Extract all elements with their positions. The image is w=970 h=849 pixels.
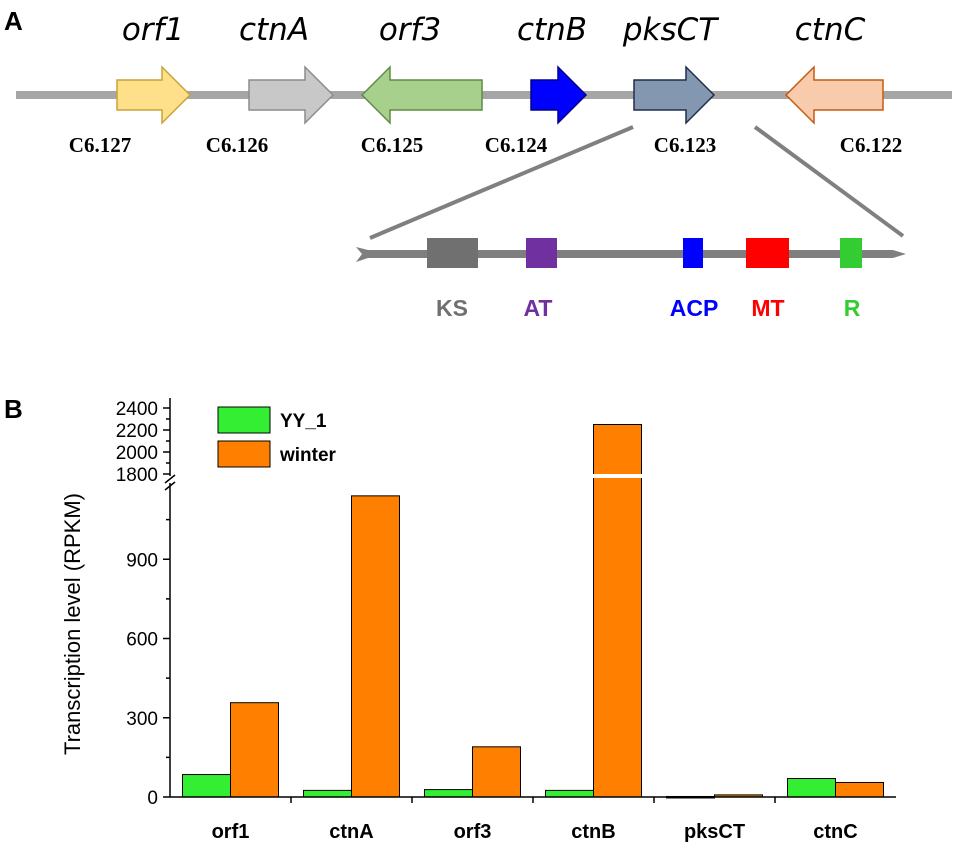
domain-box-acp <box>683 238 703 268</box>
x-tick-label-ctnC: ctnC <box>813 821 857 843</box>
axis-break-mark <box>164 481 176 491</box>
gene-locus-ctnA: C6.126 <box>206 133 268 157</box>
x-tick-label-orf1: orf1 <box>212 821 250 843</box>
x-tick-label-orf3: orf3 <box>454 821 492 843</box>
y-tick-label: 300 <box>126 709 158 730</box>
domain-label-at: AT <box>524 295 553 321</box>
gene-locus-ctnC: C6.122 <box>840 133 902 157</box>
panel-a-label: A <box>4 6 23 36</box>
zoom-line-right <box>753 125 905 238</box>
legend-label-yy-1: YY_1 <box>280 411 327 432</box>
y-tick-label: 2200 <box>116 421 158 442</box>
bar-winter-ctnA <box>351 495 400 798</box>
zoom-line-left <box>369 125 634 240</box>
y-tick-label: 2000 <box>116 443 158 464</box>
genome-backbone <box>16 91 952 99</box>
domain-label-r: R <box>844 295 861 321</box>
gene-name-ctnB: ctnB <box>517 12 587 48</box>
x-tick-label-pksCT: pksCT <box>684 821 745 843</box>
axis-break-mark <box>164 474 176 484</box>
x-tick-label-ctnA: ctnA <box>329 821 373 843</box>
x-tick-label-ctnB: ctnB <box>571 821 615 843</box>
domain-box-r <box>840 238 862 268</box>
gene-name-ctnC: ctnC <box>795 12 866 48</box>
legend-label-winter: winter <box>279 445 337 466</box>
gene-locus-ctnB: C6.124 <box>485 133 548 157</box>
bar-winter-orf3 <box>472 746 521 798</box>
gene-locus-orf3: C6.125 <box>361 133 423 157</box>
legend-swatch-winter <box>217 440 271 468</box>
domain-box-mt <box>746 238 789 268</box>
gene-name-ctnA: ctnA <box>239 12 309 48</box>
gene-arrow-orf1 <box>116 65 192 125</box>
domain-label-mt: MT <box>751 295 784 321</box>
gene-arrow-ctnA <box>248 65 335 125</box>
bar-yy-1-ctnB <box>545 789 594 798</box>
bar-break-gap <box>592 474 643 478</box>
panel-a: A orf1 C6.127 ctnA C6.126 orf3 C6.125 ctnB C6.1… <box>4 6 952 321</box>
gene-cluster: orf1 C6.127 ctnA C6.126 orf3 C6.125 ctnB C6.124… <box>69 12 902 157</box>
y-tick-label: 1800 <box>116 465 158 486</box>
gene-locus-pksCT: C6.123 <box>654 133 716 157</box>
gene-arrow-pksCT <box>633 65 716 125</box>
bar-yy-1-orf3 <box>424 789 473 798</box>
gene-name-orf3: orf3 <box>379 12 441 48</box>
bar-yy-1-ctnA <box>303 789 352 798</box>
gene-arrow-ctnC <box>784 65 884 125</box>
bar-series: orf1 ctnA orf3 ctnB pksCT ctnC <box>182 424 884 843</box>
y-axis-title: Transcription level (RPKM) <box>60 493 85 755</box>
gene-locus-orf1: C6.127 <box>69 133 131 157</box>
domain-label-acp: ACP <box>670 295 719 321</box>
domain-label-ks: KS <box>436 295 468 321</box>
y-tick-label: 600 <box>126 630 158 651</box>
bar-winter-ctnC <box>835 781 884 798</box>
panel-b-label: B <box>4 394 23 424</box>
bar-winter-orf1 <box>230 702 279 798</box>
gene-arrow-orf3 <box>360 65 483 125</box>
bar-yy-1-orf1 <box>182 774 231 798</box>
gene-arrow-ctnB <box>530 65 588 125</box>
domain-box-at <box>526 238 557 268</box>
domain-box-ks <box>427 238 478 268</box>
gene-name-orf1: orf1 <box>122 12 184 48</box>
bar-yy-1-ctnC <box>787 778 836 798</box>
y-tick-label: 2400 <box>116 399 158 420</box>
gene-name-pksCT: pksCT <box>622 12 719 48</box>
panel-b: B Transcription level (RPKM) orf1 ctnA orf… <box>4 394 896 843</box>
pks-domains: KS AT ACP MT R <box>427 238 862 321</box>
bar-winter-ctnB <box>593 424 642 798</box>
y-tick-label: 0 <box>147 788 158 809</box>
y-tick-label: 900 <box>126 550 158 571</box>
legend-swatch-yy-1 <box>217 406 271 434</box>
